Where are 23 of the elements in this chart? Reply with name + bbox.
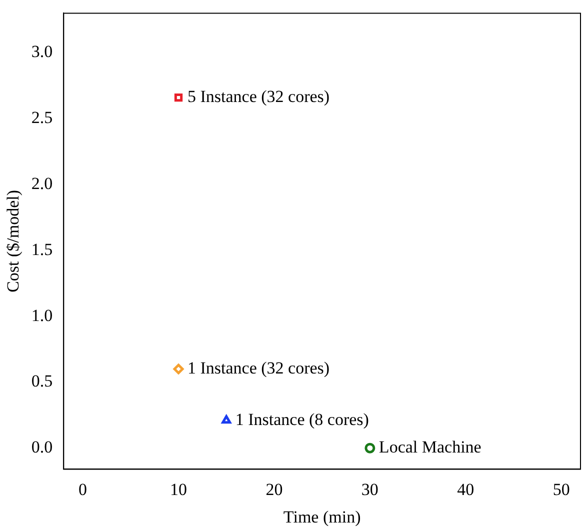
point xyxy=(174,93,183,102)
x-tick-label: 20 xyxy=(266,480,283,499)
y-tick-label: 0.5 xyxy=(31,372,53,391)
y-tick-label: 2.0 xyxy=(31,174,53,193)
x-axis-title: Time (min) xyxy=(283,507,361,526)
y-tick-label: 3.0 xyxy=(31,42,53,62)
series-label: 5 Instance (32 cores) xyxy=(188,87,330,106)
series-label: Local Machine xyxy=(378,438,482,457)
series-label: 1 Instance (8 cores) xyxy=(235,410,369,429)
point xyxy=(364,442,376,454)
x-tick-label: 40 xyxy=(457,480,474,499)
y-tick-label: 0.0 xyxy=(31,438,53,457)
y-tick-label: 1.5 xyxy=(31,240,53,259)
x-tick-label: 10 xyxy=(170,480,188,499)
x-tick-label: 50 xyxy=(552,480,570,499)
y-tick-label: 2.5 xyxy=(31,108,53,128)
series-label: 1 Instance (32 cores) xyxy=(188,358,330,378)
x-tick-label: 0 xyxy=(78,480,88,499)
y-axis-title: Cost ($/model) xyxy=(4,190,23,292)
x-tick-label: 30 xyxy=(361,480,378,499)
y-tick-label: 1.0 xyxy=(31,306,53,325)
point xyxy=(173,364,184,374)
point xyxy=(222,415,232,424)
